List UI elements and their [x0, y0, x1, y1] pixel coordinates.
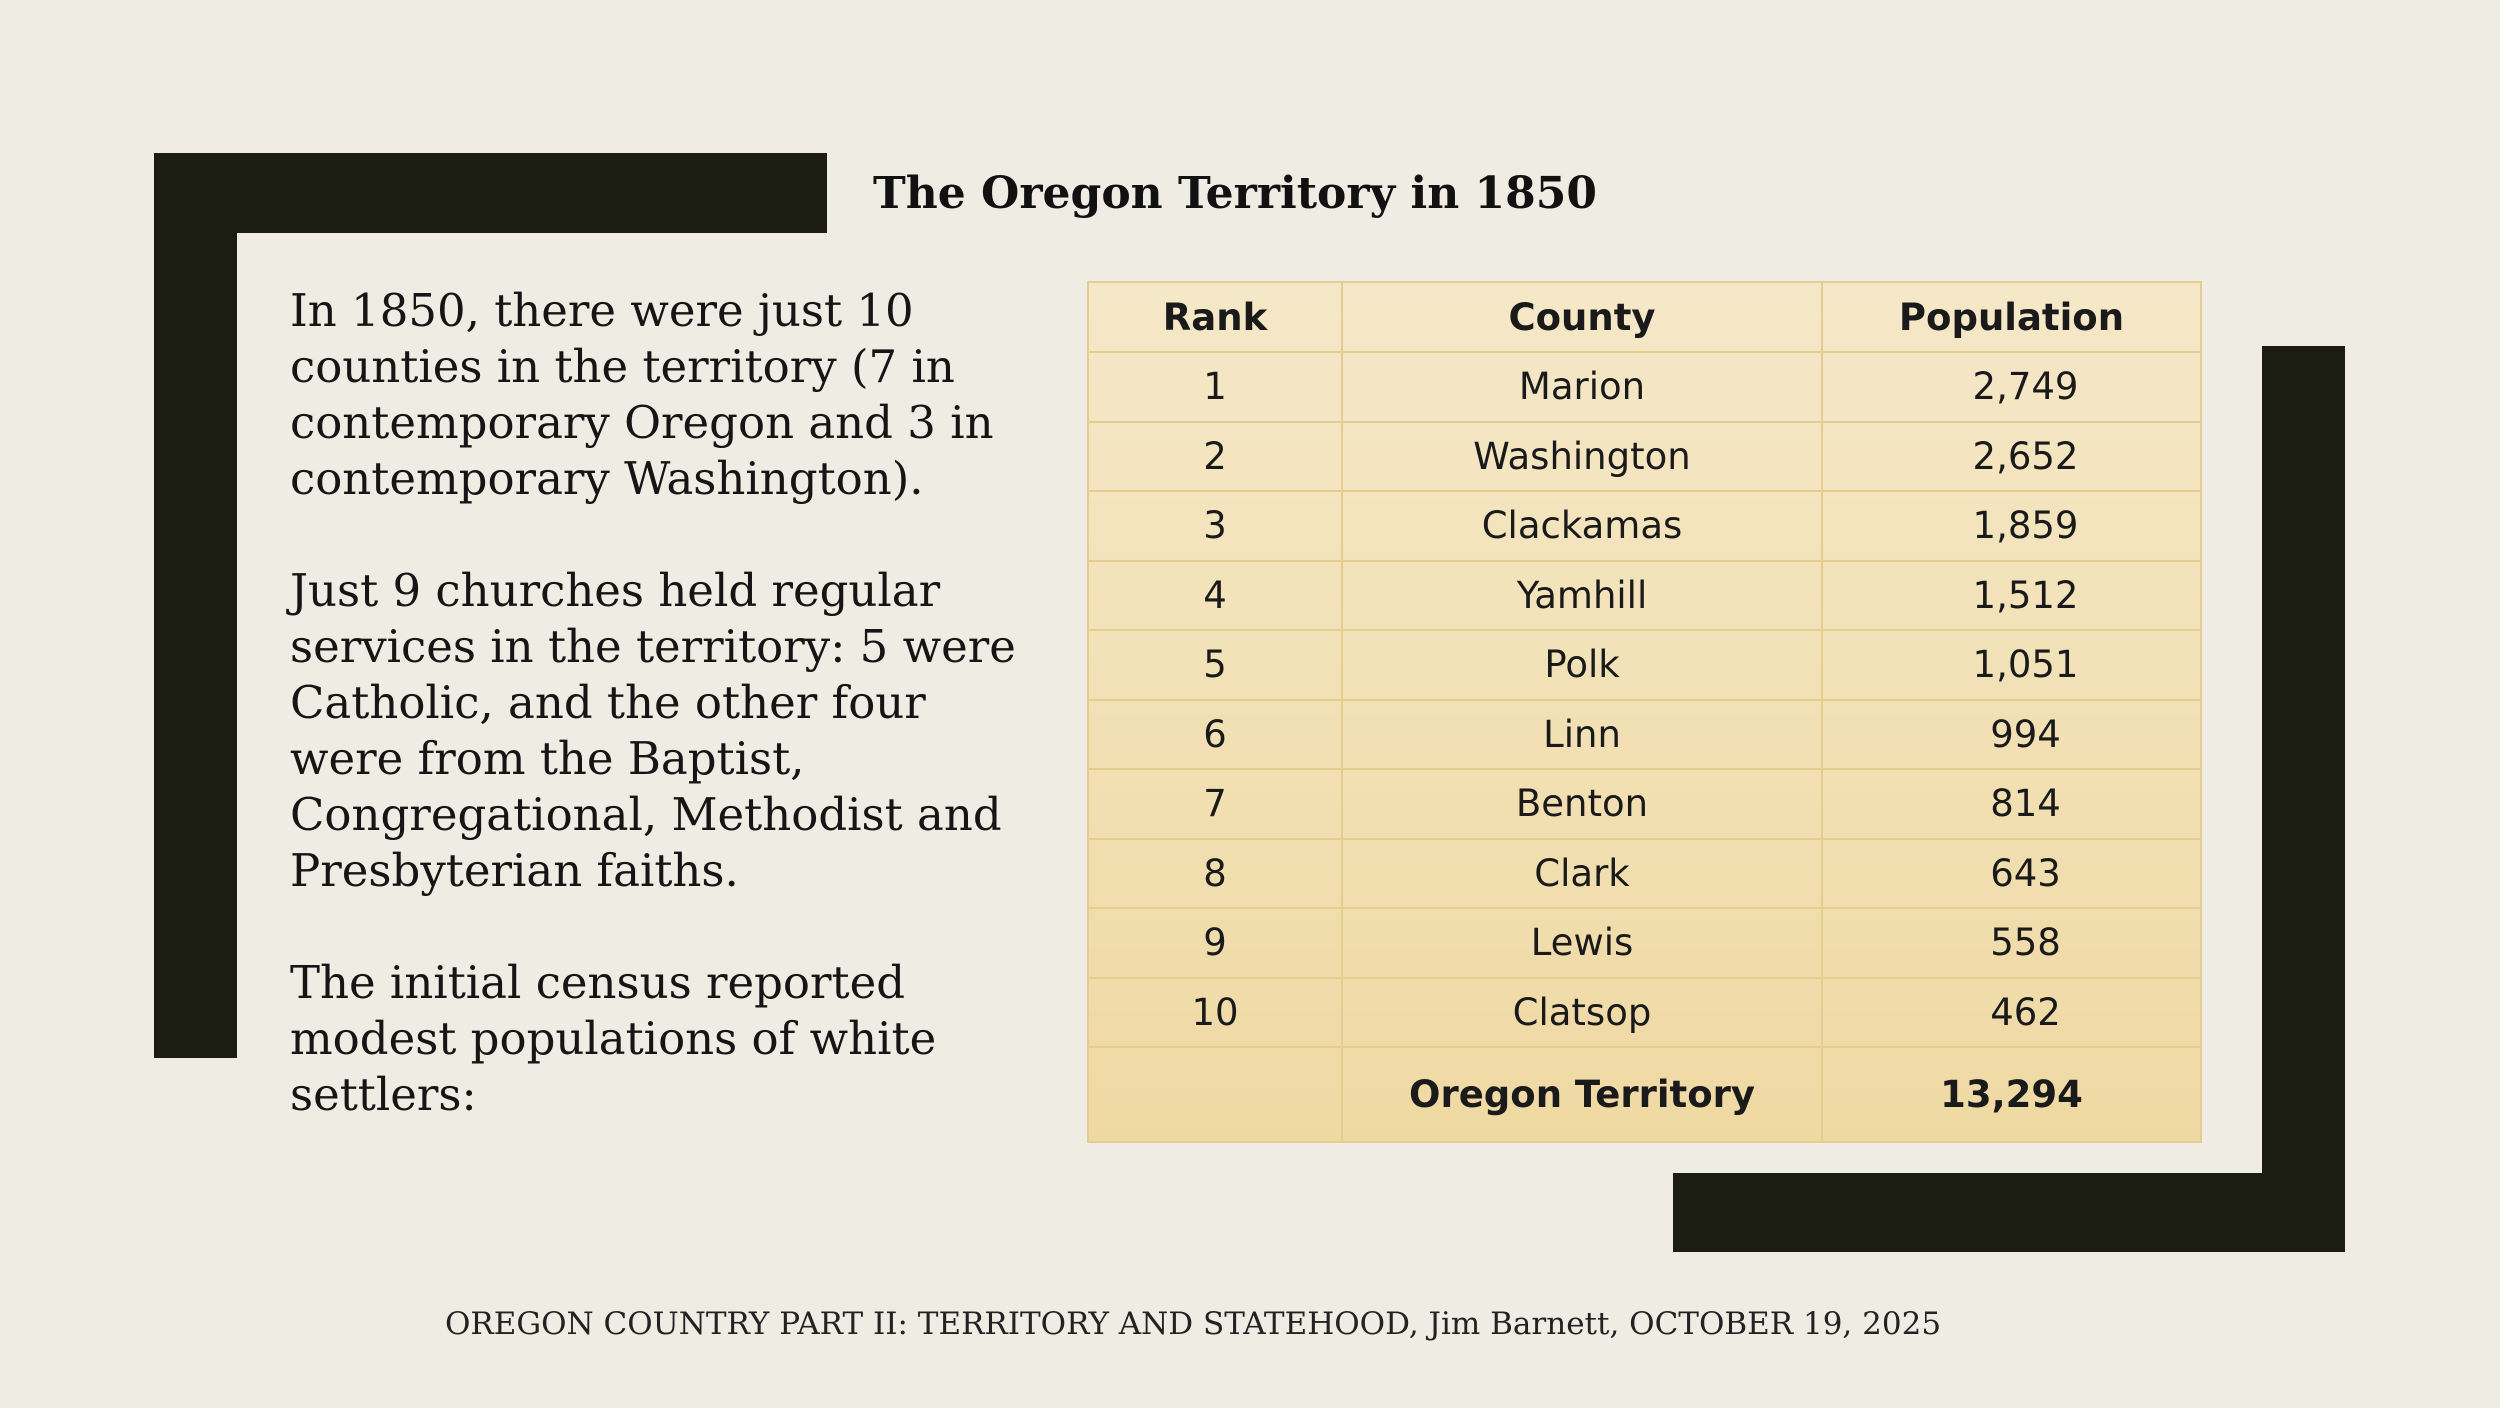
- county-cell: Lewis: [1341, 907, 1823, 979]
- population-cell: 643: [1821, 837, 2202, 909]
- total-row: Oregon Territory 13,294: [1087, 1046, 2202, 1143]
- county-cell: Marion: [1341, 351, 1823, 423]
- population-cell: 1,051: [1821, 629, 2202, 701]
- county-cell: Benton: [1341, 768, 1823, 840]
- population-cell: 994: [1821, 698, 2202, 770]
- paragraph-census: The initial census reported modest popul…: [290, 956, 937, 1121]
- table-row: 4 Yamhill 1,512: [1087, 559, 2202, 631]
- slide-title: The Oregon Territory in 1850: [873, 168, 1597, 219]
- county-cell: Polk: [1341, 629, 1823, 701]
- rank-cell: 6: [1087, 698, 1343, 770]
- top-left-bracket-horizontal: [154, 153, 827, 233]
- slide-footer: OREGON COUNTRY PART II: TERRITORY AND ST…: [444, 1306, 1942, 1342]
- header-population: Population: [1821, 281, 2202, 353]
- bottom-right-bracket-horizontal: [1673, 1173, 2345, 1252]
- total-value: 13,294: [1821, 1046, 2202, 1143]
- population-cell: 814: [1821, 768, 2202, 840]
- table-row: 1 Marion 2,749: [1087, 351, 2202, 423]
- table-row: 6 Linn 994: [1087, 698, 2202, 770]
- population-cell: 2,652: [1821, 420, 2202, 492]
- rank-cell: 2: [1087, 420, 1343, 492]
- rank-cell: 9: [1087, 907, 1343, 979]
- rank-cell: 4: [1087, 559, 1343, 631]
- rank-cell: 8: [1087, 837, 1343, 909]
- header-county: County: [1341, 281, 1823, 353]
- county-cell: Clark: [1341, 837, 1823, 909]
- population-cell: 2,749: [1821, 351, 2202, 423]
- rank-cell: 5: [1087, 629, 1343, 701]
- table-row: 2 Washington 2,652: [1087, 420, 2202, 492]
- table-row: 10 Clatsop 462: [1087, 976, 2202, 1048]
- paragraph-churches: Just 9 churches held regular services in…: [290, 564, 1016, 897]
- population-cell: 1,512: [1821, 559, 2202, 631]
- population-cell: 558: [1821, 907, 2202, 979]
- county-cell: Washington: [1341, 420, 1823, 492]
- table-row: 8 Clark 643: [1087, 837, 2202, 909]
- header-rank: Rank: [1087, 281, 1343, 353]
- county-cell: Clatsop: [1341, 976, 1823, 1048]
- population-cell: 1,859: [1821, 490, 2202, 562]
- paragraph-counties: In 1850, there were just 10 counties in …: [290, 284, 994, 505]
- census-table: Rank County Population 1 Marion 2,749 2 …: [1087, 281, 2202, 1143]
- bottom-right-bracket-vertical: [2262, 346, 2345, 1252]
- rank-cell: 10: [1087, 976, 1343, 1048]
- total-rank-cell: [1087, 1046, 1343, 1143]
- rank-cell: 7: [1087, 768, 1343, 840]
- population-cell: 462: [1821, 976, 2202, 1048]
- table-header-row: Rank County Population: [1087, 281, 2202, 353]
- table-row: 3 Clackamas 1,859: [1087, 490, 2202, 562]
- county-cell: Clackamas: [1341, 490, 1823, 562]
- county-cell: Yamhill: [1341, 559, 1823, 631]
- table-row: 5 Polk 1,051: [1087, 629, 2202, 701]
- table-row: 7 Benton 814: [1087, 768, 2202, 840]
- body-text: In 1850, there were just 10 counties in …: [290, 283, 1030, 1123]
- rank-cell: 3: [1087, 490, 1343, 562]
- rank-cell: 1: [1087, 351, 1343, 423]
- table-row: 9 Lewis 558: [1087, 907, 2202, 979]
- top-left-bracket-vertical: [154, 153, 237, 1058]
- total-label: Oregon Territory: [1341, 1046, 1823, 1143]
- county-cell: Linn: [1341, 698, 1823, 770]
